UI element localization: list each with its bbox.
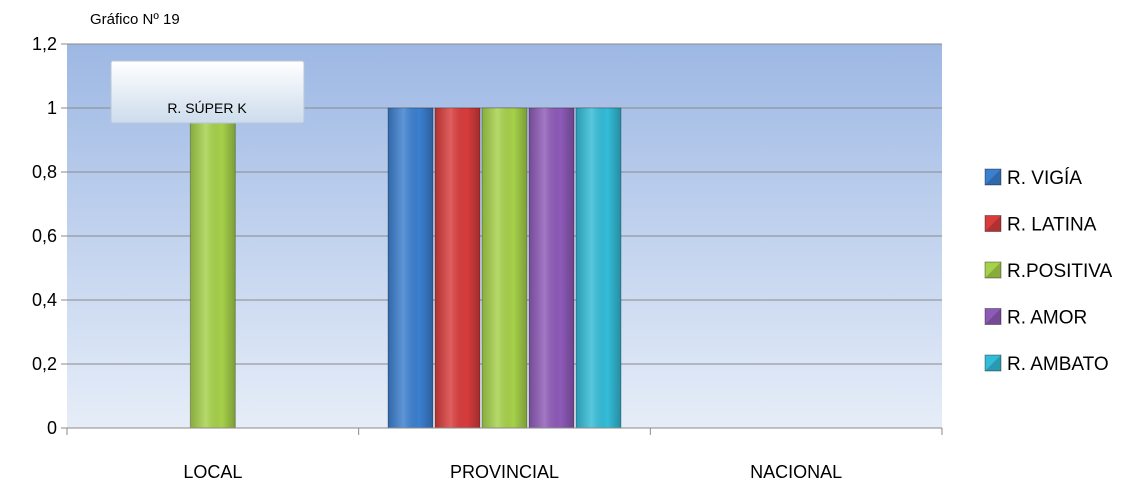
bar-shade <box>529 108 574 428</box>
legend-swatch <box>984 308 1002 325</box>
y-tick-label: 0,4 <box>32 290 57 310</box>
legend-label: R. AMBATO <box>1007 354 1109 375</box>
legend-item: R. AMOR <box>984 308 1087 329</box>
x-tick-label: PROVINCIAL <box>450 462 559 482</box>
bar <box>575 107 622 429</box>
legend: R. VIGÍA R. LATINA R.POSITIVA R. AMOR R. AMB… <box>984 168 1113 375</box>
legend-label: R. AMOR <box>1007 308 1087 329</box>
annotation-label: R. SÚPER K <box>167 100 247 116</box>
legend-swatch-shade <box>985 308 1001 325</box>
legend-swatch <box>984 261 1002 279</box>
y-tick-label: 0,6 <box>32 226 57 246</box>
y-tick-label: 0,8 <box>32 162 57 182</box>
bar-shade <box>576 108 621 428</box>
y-tick-label: 1,2 <box>32 34 57 54</box>
chart-title: Gráfico Nº 19 <box>90 11 180 28</box>
legend-swatch-shade <box>985 262 1001 278</box>
legend-label: R. VIGÍA <box>1007 168 1082 189</box>
bar-shade <box>435 108 480 428</box>
bar-shade <box>388 108 433 428</box>
bars <box>189 107 622 429</box>
bar-shade <box>482 108 527 428</box>
y-tick-label: 0 <box>47 418 57 438</box>
legend-label: R. LATINA <box>1007 215 1097 236</box>
y-tick-label: 1 <box>47 98 57 118</box>
bar-shade <box>190 108 236 428</box>
legend-swatch <box>984 168 1002 186</box>
annotation-box <box>110 60 305 124</box>
legend-swatch-shade <box>985 215 1001 232</box>
x-axis: LOCAL PROVINCIAL NACIONAL <box>66 427 943 482</box>
legend-swatch <box>984 354 1002 372</box>
legend-item: R.POSITIVA <box>984 261 1113 282</box>
x-tick-label: NACIONAL <box>750 462 842 482</box>
legend-swatch <box>984 215 1002 232</box>
y-tick-label: 0,2 <box>32 354 57 374</box>
bar <box>434 107 481 429</box>
annotation-callout: R. SÚPER K <box>110 60 305 124</box>
bar <box>481 107 528 429</box>
legend-item: R. VIGÍA <box>984 168 1082 189</box>
x-tick-label: LOCAL <box>183 462 242 482</box>
legend-label: R.POSITIVA <box>1007 261 1113 282</box>
bar <box>189 107 236 429</box>
legend-item: R. AMBATO <box>984 354 1109 375</box>
y-axis-ticks: 0 0,2 0,4 0,6 0,8 1 1,2 <box>32 34 67 438</box>
legend-item: R. LATINA <box>984 215 1097 236</box>
legend-swatch-shade <box>985 355 1001 371</box>
legend-swatch-shade <box>985 169 1001 185</box>
bar <box>387 107 434 429</box>
bar <box>528 107 575 429</box>
